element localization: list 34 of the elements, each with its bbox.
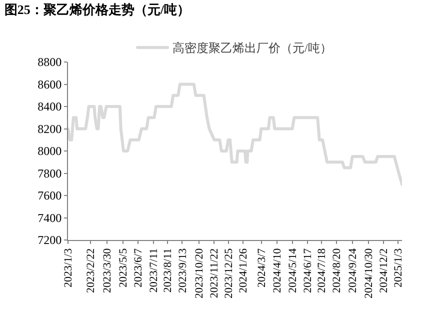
y-tick-label: 7200 <box>38 233 62 248</box>
x-tick-label: 2024/3/7 <box>256 248 268 288</box>
legend-label: 高密度聚乙烯出厂价（元/吨） <box>172 41 332 56</box>
x-tick-label: 2024/10/30 <box>363 248 376 299</box>
x-tick-label: 2023/8/11 <box>162 248 174 293</box>
x-tick-label: 2023/5/5 <box>118 248 130 288</box>
x-tick-label: 2023/2/22 <box>85 248 98 294</box>
y-tick-label: 7800 <box>38 166 62 180</box>
y-tick-label: 8400 <box>38 100 62 114</box>
x-tick-label: 2024/6/17 <box>302 248 314 294</box>
x-tick-label: 2023/3/30 <box>101 248 114 294</box>
x-tick-label: 2024/1/26 <box>238 248 250 294</box>
y-tick-label: 7400 <box>38 210 62 225</box>
x-tick-label: 2024/7/18 <box>316 248 328 294</box>
x-tick-label: 2023/11/22 <box>208 248 220 298</box>
x-tick-label: 2023/1/3 <box>62 248 75 288</box>
x-tick-label: 2023/9/13 <box>176 248 189 294</box>
y-tick-label: 8200 <box>38 122 62 136</box>
x-tick-label: 2024/8/20 <box>331 248 344 294</box>
y-tick-label: 7600 <box>38 188 62 203</box>
x-tick-label: 2024/12/2 <box>378 248 390 294</box>
line-series <box>68 82 402 186</box>
x-tick-label: 2024/5/14 <box>286 248 299 294</box>
x-tick-label: 2025/1/3 <box>392 248 405 288</box>
x-tick-label: 2023/12/25 <box>223 248 236 299</box>
x-tick-label: 2023/7/11 <box>148 248 160 293</box>
y-tick-label: 8800 <box>38 55 62 70</box>
x-tick-label: 2024/9/24 <box>346 248 359 294</box>
y-tick-label: 8000 <box>38 144 62 158</box>
chart-title: 图25：聚乙烯价格走势（元/吨） <box>4 2 190 17</box>
x-tick-label: 2024/4/10 <box>272 248 284 294</box>
y-tick-label: 8600 <box>38 77 62 92</box>
x-tick-label: 2023/6/7 <box>132 248 145 288</box>
x-tick-label: 2023/10/20 <box>193 248 206 299</box>
